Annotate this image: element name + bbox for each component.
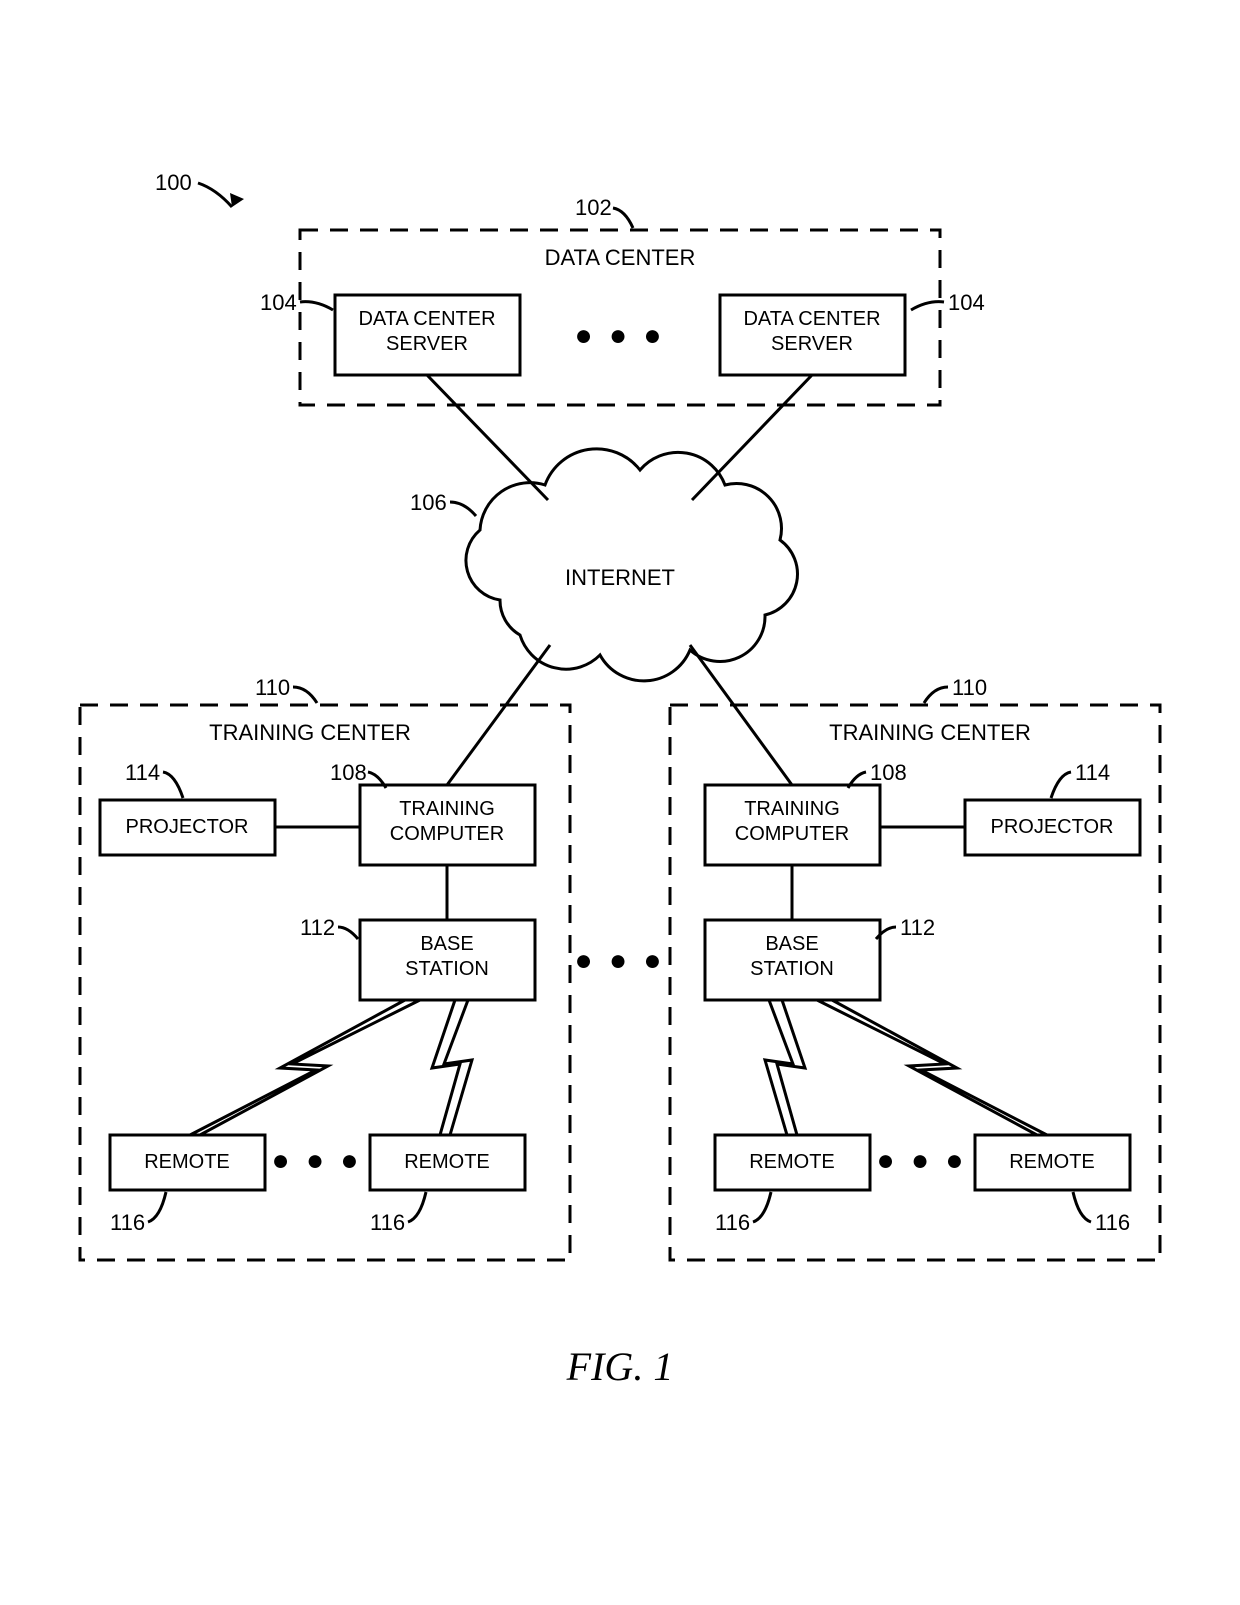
training-computer-1-label2: COMPUTER bbox=[390, 823, 504, 845]
ref-116d-label: 116 bbox=[1095, 1210, 1130, 1235]
ref-116c: 116 bbox=[715, 1192, 771, 1235]
ellipsis-remotes-1: ● ● ● bbox=[271, 1144, 362, 1177]
ellipsis-tc: ● ● ● bbox=[574, 944, 665, 977]
lightning-bs2-r2a bbox=[765, 1000, 805, 1135]
lightning-bs2-r2b bbox=[817, 1000, 1047, 1135]
ref-116b: 116 bbox=[370, 1192, 426, 1235]
ref-102-label: 102 bbox=[575, 195, 612, 220]
base-station-2-label1: BASE bbox=[765, 933, 818, 955]
ref-114b: 114 bbox=[1051, 760, 1110, 798]
lightning-bs1-r1a bbox=[190, 1000, 420, 1135]
edge-internet-tc2 bbox=[690, 645, 792, 785]
ref-104a: 104 bbox=[260, 290, 333, 315]
ref-110b-label: 110 bbox=[952, 675, 987, 700]
ellipsis-dc: ● ● ● bbox=[574, 319, 665, 352]
ref-100-label: 100 bbox=[155, 170, 192, 195]
base-station-2-label2: STATION bbox=[750, 958, 834, 980]
ref-104b: 104 bbox=[911, 290, 985, 315]
remote-1b-label: REMOTE bbox=[404, 1151, 490, 1173]
tc2-label: TRAINING CENTER bbox=[829, 720, 1031, 745]
ref-102: 102 bbox=[575, 195, 633, 228]
projector-2-label: PROJECTOR bbox=[991, 816, 1114, 838]
dc-server-1-label1: DATA CENTER bbox=[358, 308, 495, 330]
tc1-label: TRAINING CENTER bbox=[209, 720, 411, 745]
ellipsis-remotes-2: ● ● ● bbox=[876, 1144, 967, 1177]
ref-110a: 110 bbox=[255, 675, 317, 703]
ref-104b-label: 104 bbox=[948, 290, 985, 315]
internet-label: INTERNET bbox=[565, 565, 675, 590]
figure-caption: FIG. 1 bbox=[566, 1344, 674, 1389]
base-station-1-label2: STATION bbox=[405, 958, 489, 980]
ref-110a-label: 110 bbox=[255, 675, 290, 700]
ref-106: 106 bbox=[410, 490, 476, 516]
training-computer-2-label1: TRAINING bbox=[744, 798, 840, 820]
edge-internet-tc1 bbox=[447, 645, 550, 785]
ref-116a: 116 bbox=[110, 1192, 166, 1235]
ref-104a-label: 104 bbox=[260, 290, 297, 315]
ref-112a: 112 bbox=[300, 915, 358, 940]
ref-116b-label: 116 bbox=[370, 1210, 405, 1235]
remote-2a-label: REMOTE bbox=[749, 1151, 835, 1173]
dc-server-1-label2: SERVER bbox=[386, 333, 468, 355]
base-station-1-label1: BASE bbox=[420, 933, 473, 955]
dc-server-2-label1: DATA CENTER bbox=[743, 308, 880, 330]
training-computer-1-label1: TRAINING bbox=[399, 798, 495, 820]
ref-116c-label: 116 bbox=[715, 1210, 750, 1235]
training-computer-2-label2: COMPUTER bbox=[735, 823, 849, 845]
ref-112b-label: 112 bbox=[900, 915, 935, 940]
remote-2b-label: REMOTE bbox=[1009, 1151, 1095, 1173]
lightning-bs1-r1b bbox=[432, 1000, 472, 1135]
ref-112b: 112 bbox=[876, 915, 935, 940]
data-center-label: DATA CENTER bbox=[545, 245, 696, 270]
edge-dcs2-internet bbox=[692, 375, 812, 500]
projector-1-label: PROJECTOR bbox=[126, 816, 249, 838]
ref-114a-label: 114 bbox=[125, 760, 160, 785]
ref-108b-label: 108 bbox=[870, 760, 907, 785]
ref-100: 100 bbox=[155, 170, 244, 207]
ref-110b: 110 bbox=[924, 675, 987, 703]
dc-server-2-label2: SERVER bbox=[771, 333, 853, 355]
remote-1a-label: REMOTE bbox=[144, 1151, 230, 1173]
ref-108a-label: 108 bbox=[330, 760, 367, 785]
ref-114b-label: 114 bbox=[1075, 760, 1110, 785]
ref-106-label: 106 bbox=[410, 490, 447, 515]
ref-112a-label: 112 bbox=[300, 915, 335, 940]
ref-114a: 114 bbox=[125, 760, 183, 798]
ref-116d: 116 bbox=[1073, 1192, 1130, 1235]
figure-svg: 100 DATA CENTER 102 DATA CENTER SERVER 1… bbox=[0, 0, 1240, 1605]
ref-116a-label: 116 bbox=[110, 1210, 145, 1235]
